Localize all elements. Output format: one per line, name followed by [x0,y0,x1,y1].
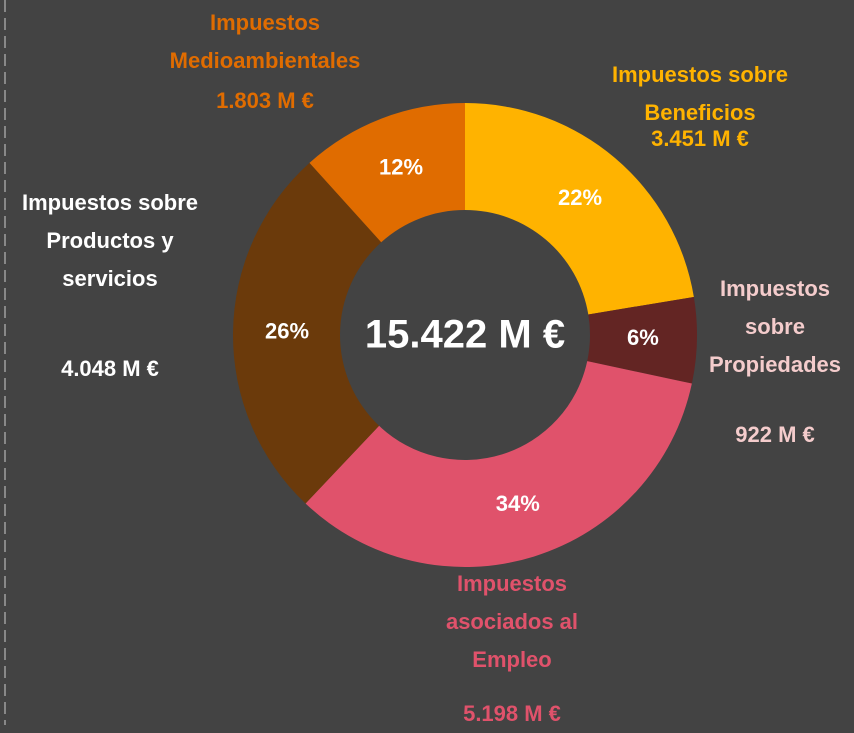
category-label: Impuestos asociados al Empleo [445,571,579,672]
value-label: 4.048 M € [61,356,159,381]
donut-slice [587,296,697,384]
value-label: 922 M € [735,422,815,447]
value-label: 5.198 M € [463,701,561,726]
donut-slice [309,103,465,243]
donut-slice [233,162,382,504]
category-label: Impuestos sobre Beneficios [611,62,789,125]
percent-label: 34% [496,491,540,516]
category-label: Impuestos sobre Productos y servicios [21,190,199,291]
category-label: Impuestos Medioambientales [169,10,361,73]
category-label: Impuestos sobre Propiedades [708,276,842,377]
percent-label: 12% [379,155,423,180]
value-label: 3.451 M € [651,126,749,151]
donut-slice [305,361,692,567]
center-label: 15.422 M € [365,313,565,357]
percent-label: 6% [627,325,659,350]
percent-label: 22% [558,185,602,210]
percent-label: 26% [265,319,309,344]
value-label: 1.803 M € [216,88,314,113]
donut-slice [465,103,694,315]
